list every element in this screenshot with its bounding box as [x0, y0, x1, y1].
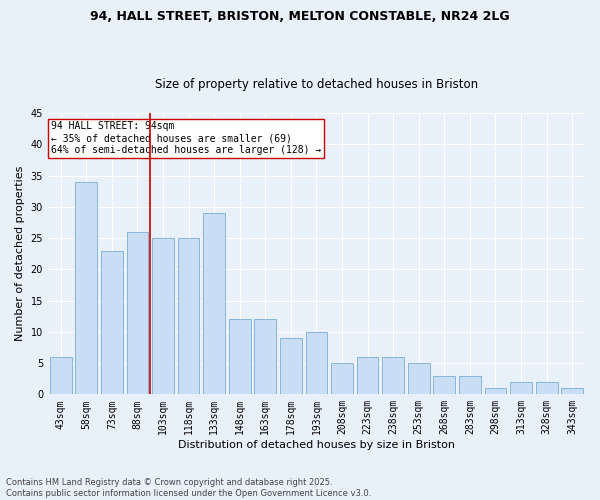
- Bar: [229, 320, 251, 394]
- Bar: [459, 376, 481, 394]
- Bar: [280, 338, 302, 394]
- Bar: [357, 357, 379, 395]
- Bar: [50, 357, 71, 395]
- Bar: [382, 357, 404, 395]
- Bar: [127, 232, 148, 394]
- Bar: [203, 213, 225, 394]
- Bar: [562, 388, 583, 394]
- Text: 94, HALL STREET, BRISTON, MELTON CONSTABLE, NR24 2LG: 94, HALL STREET, BRISTON, MELTON CONSTAB…: [90, 10, 510, 23]
- Bar: [433, 376, 455, 394]
- Bar: [331, 363, 353, 394]
- Bar: [485, 388, 506, 394]
- Bar: [305, 332, 328, 394]
- Bar: [510, 382, 532, 394]
- Bar: [101, 250, 123, 394]
- Text: Contains HM Land Registry data © Crown copyright and database right 2025.
Contai: Contains HM Land Registry data © Crown c…: [6, 478, 371, 498]
- Bar: [178, 238, 199, 394]
- Bar: [408, 363, 430, 394]
- Text: 94 HALL STREET: 94sqm
← 35% of detached houses are smaller (69)
64% of semi-deta: 94 HALL STREET: 94sqm ← 35% of detached …: [50, 122, 321, 154]
- Bar: [254, 320, 276, 394]
- Bar: [152, 238, 174, 394]
- Y-axis label: Number of detached properties: Number of detached properties: [15, 166, 25, 342]
- Bar: [76, 182, 97, 394]
- Bar: [536, 382, 557, 394]
- Title: Size of property relative to detached houses in Briston: Size of property relative to detached ho…: [155, 78, 478, 91]
- X-axis label: Distribution of detached houses by size in Briston: Distribution of detached houses by size …: [178, 440, 455, 450]
